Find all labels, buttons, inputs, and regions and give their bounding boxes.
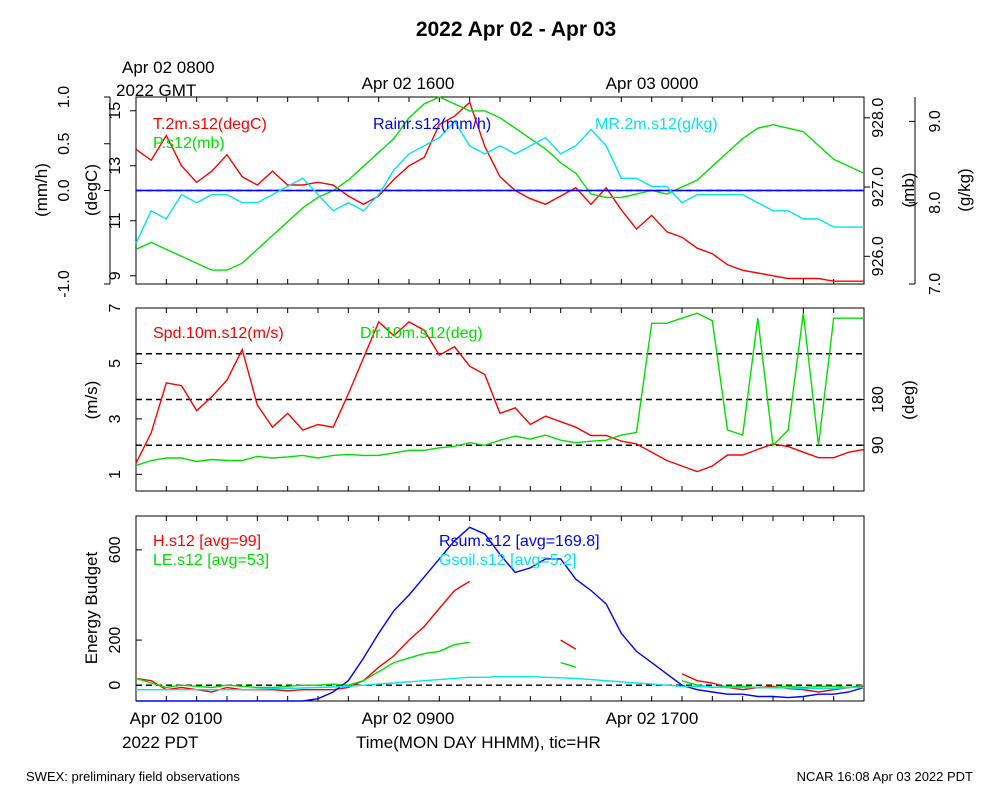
axis-label-mmh: (mm/h) [32,163,51,217]
panel-middle: 1 3 5 7 90 180 (m/s) (deg) Spd.10m.s12(m/s) Dir.1… [82,303,918,492]
footer-right: NCAR 16:08 Apr 03 2022 PDT [797,769,973,784]
x-axis-label: Time(MON DAY HHMM), tic=HR [356,733,601,752]
legend-entry: Rsum.s12 [avg=169.8] [439,533,600,550]
footer-left: SWEX: preliminary field observations [26,769,240,784]
tick-label-degc: 13 [107,157,124,175]
top-time-mid: Apr 02 1600 [362,74,455,93]
bottom-time-start-line2: 2022 PDT [122,733,199,752]
axis-label-mb: (mb) [899,173,918,208]
tick-label-mb: 926.0 [870,236,887,276]
tick-label-gkg: 9.0 [927,110,944,132]
tick-label-degc: 11 [107,212,124,229]
tick-label-mmh: 0.0 [56,179,73,201]
tick-label-degc: 15 [107,102,124,120]
axis-label-ms: (m/s) [82,381,101,420]
top-time-end: Apr 03 0000 [606,74,699,93]
series-line-3 [136,675,864,691]
series-line-1 [135,96,865,271]
legend-entry: T.2m.s12(degC) [153,116,267,133]
bottom-time-end: Apr 02 1700 [606,709,699,728]
tick-label-mmh: -1.0 [56,270,73,298]
tick-label-mb: 927.0 [870,167,887,207]
tick-label-mmh: 0.5 [56,133,73,155]
legend-entry: P.s12(mb) [153,135,225,152]
tick-label-gkg: 7.0 [927,273,944,295]
axis-label-gkg: (g/kg) [955,168,974,211]
legend-entry: Spd.10m.s12(m/s) [153,325,284,342]
tick-label-gkg: 8.0 [927,191,944,213]
axis-label-energy: Energy Budget [82,551,101,664]
tick-label-deg: 90 [870,436,887,454]
tick-label-mmh: 1.0 [56,86,73,108]
tick-label-energy: 0 [107,681,124,690]
legend-entry: H.s12 [avg=99] [153,533,261,550]
top-time-start-line1: Apr 02 0800 [122,58,215,77]
axis-label-deg: (deg) [899,380,918,420]
tick-label-mb: 928.0 [870,98,887,138]
series-line-1 [135,641,865,689]
tick-label-energy: 200 [107,627,124,654]
axis-label-degc: (degC) [82,164,101,216]
legend-entry: Dir.10m.s12(deg) [360,325,483,342]
panel-top: -1.0 0.0 0.5 1.0 9 11 13 15 926.0 927.0 928.0 7.0 8.… [32,86,974,298]
legend-entry: Rainr.s12(mm/h) [373,116,491,133]
tick-label-energy: 600 [107,536,124,563]
series-line-0 [135,320,865,473]
tick-label-degc: 9 [107,271,124,280]
bottom-time-mid: Apr 02 0900 [362,709,455,728]
tick-label-ms: 5 [107,359,124,368]
tick-label-ms: 3 [107,414,124,423]
legend-entry: LE.s12 [avg=53] [153,552,269,569]
tick-label-deg: 180 [870,386,887,413]
chart-title: 2022 Apr 02 - Apr 03 [416,18,616,41]
tick-label-ms: 1 [107,470,124,479]
tick-label-ms: 7 [107,303,124,312]
series-line-3 [135,120,864,244]
top-time-start-line2: 2022 GMT [116,81,196,100]
panel-bottom: 0 200 600 Energy Budget H.s12 [avg=99] LE.s12… [82,515,865,702]
legend-entry: MR.2m.s12(g/kg) [595,116,718,133]
series-line-0 [135,101,864,282]
bottom-time-start-line1: Apr 02 0100 [130,709,223,728]
series-line-0 [135,580,865,693]
legend-entry: Gsoil.s12 [avg=5.2] [439,552,576,569]
series-line-1 [135,312,864,467]
series-line-2 [136,526,865,702]
